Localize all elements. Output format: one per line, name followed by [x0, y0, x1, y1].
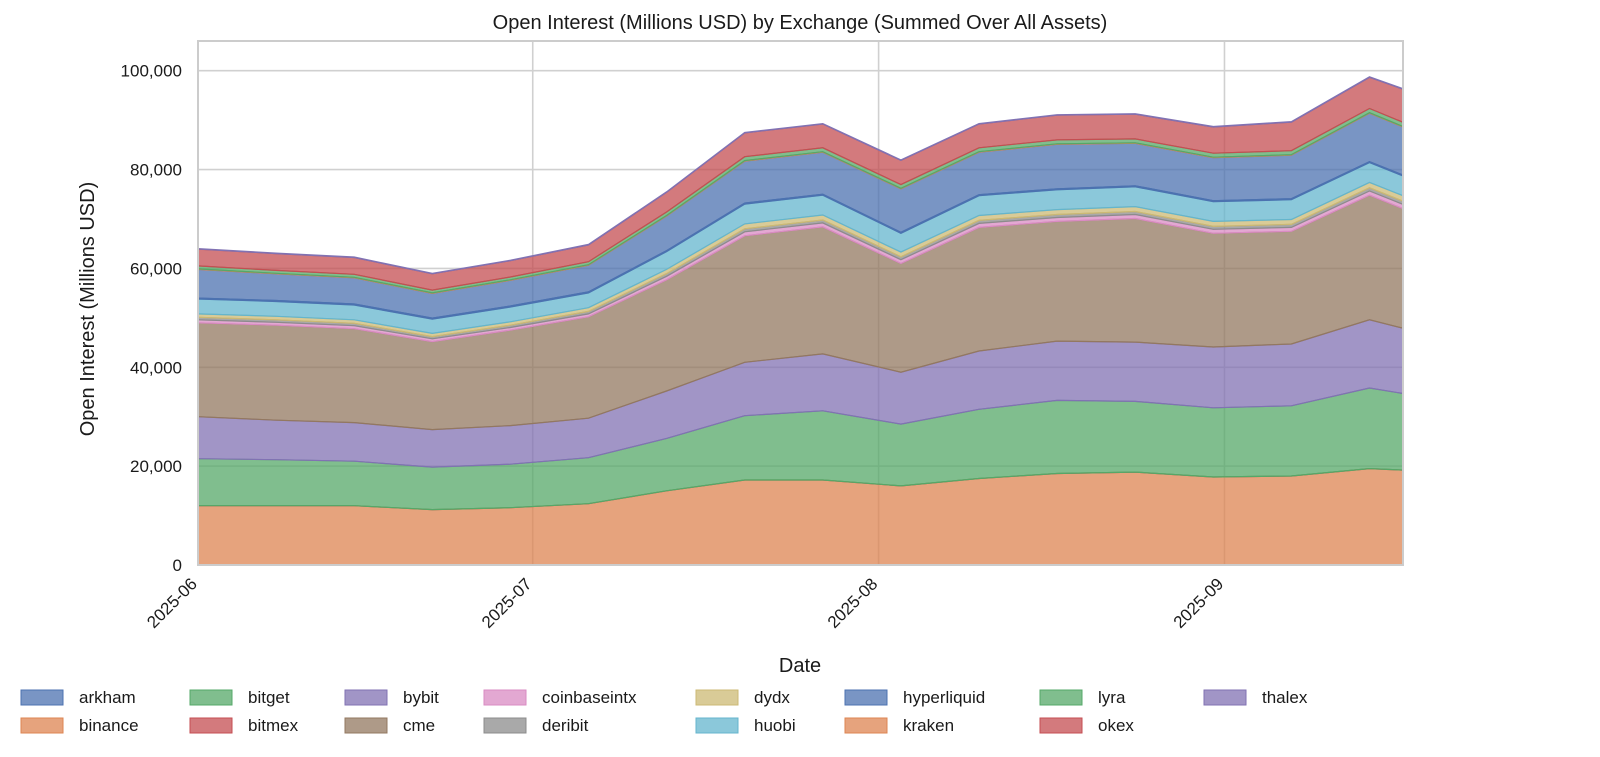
legend-swatch-binance — [20, 717, 64, 734]
legend-label-cme: cme — [403, 716, 435, 735]
y-axis-label: Open Interest (Millions USD) — [77, 182, 99, 437]
legend-label-deribit: deribit — [542, 716, 589, 735]
legend-label-bitget: bitget — [248, 688, 290, 707]
legend: arkham binance bitget bitmex bybit cme coinbas… — [20, 688, 1308, 735]
plot-border — [197, 40, 1404, 566]
legend-swatch-dydx — [695, 689, 739, 706]
chart-title: Open Interest (Millions USD) by Exchange… — [493, 12, 1108, 34]
legend-swatch-deribit — [483, 717, 527, 734]
y-tick-label: 20,000 — [130, 457, 182, 476]
legend-label-arkham: arkham — [79, 688, 136, 707]
legend-swatch-bitmex — [189, 717, 233, 734]
legend-label-binance: binance — [79, 716, 139, 735]
legend-label-thalex: thalex — [1262, 688, 1308, 707]
legend-swatch-huobi — [695, 717, 739, 734]
legend-swatch-bybit — [344, 689, 388, 706]
legend-swatch-cme — [344, 717, 388, 734]
y-tick-label: 60,000 — [130, 259, 182, 278]
legend-swatch-lyra — [1039, 689, 1083, 706]
legend-label-kraken: kraken — [903, 716, 954, 735]
y-axis-ticks: 0 20,000 40,000 60,000 80,000 100,000 — [121, 62, 182, 575]
legend-swatch-arkham — [20, 689, 64, 706]
legend-swatch-bitget — [189, 689, 233, 706]
area-series — [197, 76, 1404, 566]
legend-label-okex: okex — [1098, 716, 1134, 735]
legend-label-dydx: dydx — [754, 688, 790, 707]
y-tick-label: 80,000 — [130, 161, 182, 180]
x-tick-label: 2025-06 — [143, 574, 201, 632]
x-axis-ticks: 2025-06 2025-07 2025-08 2025-09 — [143, 574, 1227, 632]
legend-label-hyperliquid: hyperliquid — [903, 688, 985, 707]
legend-swatch-coinbaseintx — [483, 689, 527, 706]
legend-label-huobi: huobi — [754, 716, 796, 735]
x-axis-label: Date — [779, 655, 821, 677]
legend-swatch-hyperliquid — [844, 689, 888, 706]
legend-label-coinbaseintx: coinbaseintx — [542, 688, 637, 707]
y-tick-label: 40,000 — [130, 358, 182, 377]
legend-swatch-kraken — [844, 717, 888, 734]
x-tick-label: 2025-08 — [824, 574, 882, 632]
legend-label-lyra: lyra — [1098, 688, 1126, 707]
x-tick-label: 2025-09 — [1170, 574, 1228, 632]
legend-swatch-okex — [1039, 717, 1083, 734]
y-tick-label: 0 — [173, 556, 182, 575]
legend-swatch-thalex — [1203, 689, 1247, 706]
x-tick-label: 2025-07 — [478, 574, 536, 632]
y-tick-label: 100,000 — [121, 62, 182, 81]
legend-label-bybit: bybit — [403, 688, 439, 707]
legend-label-bitmex: bitmex — [248, 716, 299, 735]
